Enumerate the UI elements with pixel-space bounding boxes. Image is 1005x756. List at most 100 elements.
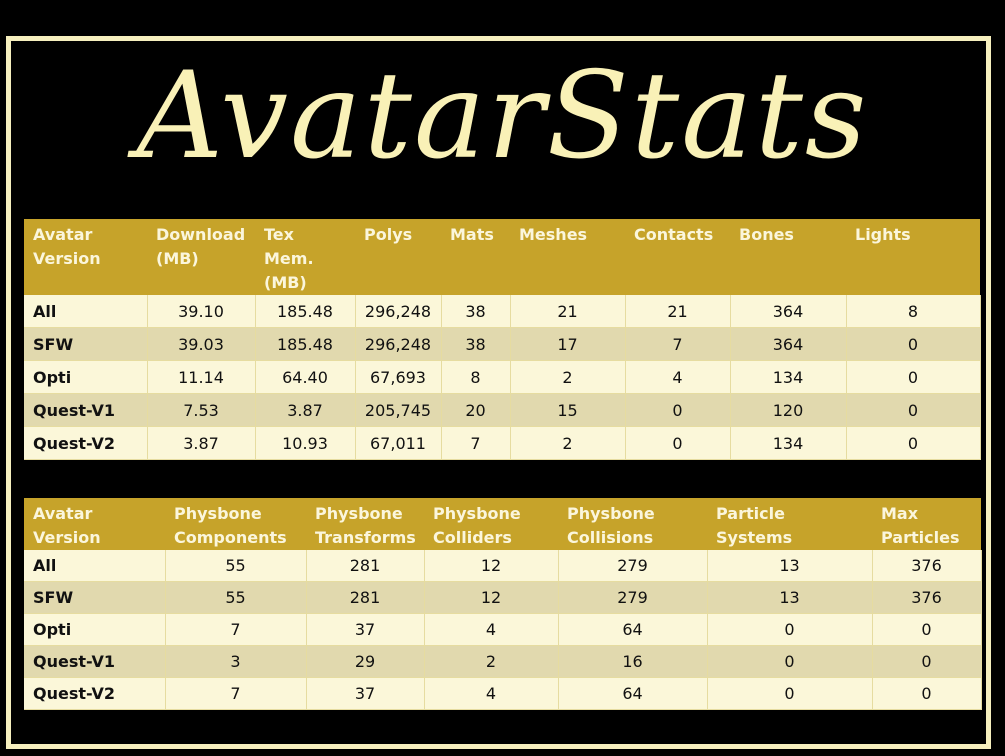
table-row: All 39.10 185.48 296,248 38 21 21 364 8 bbox=[24, 295, 981, 328]
table-cell: 364 bbox=[730, 327, 847, 361]
table-cell: 3.87 bbox=[255, 393, 356, 427]
table-cell: 279 bbox=[558, 550, 708, 582]
table-cell: 4 bbox=[625, 360, 731, 394]
column-header: Avatar Version bbox=[24, 498, 165, 550]
table-cell: 64.40 bbox=[255, 360, 356, 394]
column-header: Avatar Version bbox=[24, 219, 147, 295]
table-cell: 296,248 bbox=[355, 295, 442, 328]
table-cell: 0 bbox=[707, 677, 873, 710]
column-header: Physbone Collisions bbox=[558, 498, 707, 550]
table-cell: 7 bbox=[165, 613, 307, 646]
table-cell: 2 bbox=[424, 645, 559, 678]
table-cell: 67,693 bbox=[355, 360, 442, 394]
page-title: AvatarStats bbox=[136, 47, 869, 186]
table-cell: 8 bbox=[441, 360, 511, 394]
column-header: Meshes bbox=[510, 219, 625, 295]
table-row: Quest-V2 3.87 10.93 67,011 7 2 0 134 0 bbox=[24, 426, 981, 460]
row-label-cell: SFW bbox=[24, 327, 148, 361]
table-header-row: Avatar Version Download (MB) Tex Mem. (MB)… bbox=[24, 219, 980, 295]
row-label-cell: Quest-V1 bbox=[24, 393, 148, 427]
table-cell: 15 bbox=[510, 393, 626, 427]
table-cell: 364 bbox=[730, 295, 847, 328]
table-cell: 2 bbox=[510, 426, 626, 460]
row-label-cell: SFW bbox=[24, 581, 166, 614]
column-header: Particle Systems bbox=[707, 498, 872, 550]
column-header: Contacts bbox=[625, 219, 730, 295]
table-cell: 279 bbox=[558, 581, 708, 614]
column-header: Polys bbox=[355, 219, 441, 295]
table-cell: 0 bbox=[846, 426, 981, 460]
table-cell: 0 bbox=[707, 645, 873, 678]
table-cell: 0 bbox=[872, 677, 982, 710]
table-cell: 12 bbox=[424, 581, 559, 614]
table-cell: 4 bbox=[424, 677, 559, 710]
table-row: Quest-V1 3 29 2 16 0 0 bbox=[24, 645, 982, 678]
column-header: Lights bbox=[846, 219, 980, 295]
table-row: Quest-V2 7 37 4 64 0 0 bbox=[24, 677, 982, 710]
table-cell: 134 bbox=[730, 426, 847, 460]
table-cell: 64 bbox=[558, 613, 708, 646]
table-cell: 7 bbox=[625, 327, 731, 361]
row-label-cell: All bbox=[24, 295, 148, 328]
row-label-cell: Quest-V1 bbox=[24, 645, 166, 678]
table-cell: 7 bbox=[441, 426, 511, 460]
physbone-stats-table: Avatar Version Physbone Components Physbon… bbox=[24, 498, 982, 710]
table-row: Quest-V1 7.53 3.87 205,745 20 15 0 120 0 bbox=[24, 393, 981, 427]
table-cell: 16 bbox=[558, 645, 708, 678]
column-header: Download (MB) bbox=[147, 219, 255, 295]
table-cell: 0 bbox=[625, 426, 731, 460]
table-cell: 17 bbox=[510, 327, 626, 361]
table-cell: 21 bbox=[625, 295, 731, 328]
table-cell: 134 bbox=[730, 360, 847, 394]
table-cell: 0 bbox=[707, 613, 873, 646]
table-cell: 0 bbox=[872, 613, 982, 646]
table-cell: 0 bbox=[846, 327, 981, 361]
table-cell: 38 bbox=[441, 327, 511, 361]
table-row: SFW 39.03 185.48 296,248 38 17 7 364 0 bbox=[24, 327, 981, 361]
table-cell: 21 bbox=[510, 295, 626, 328]
table-cell: 4 bbox=[424, 613, 559, 646]
table-cell: 39.03 bbox=[147, 327, 256, 361]
table-cell: 7 bbox=[165, 677, 307, 710]
table-cell: 0 bbox=[872, 645, 982, 678]
table-cell: 37 bbox=[306, 677, 425, 710]
column-header: Physbone Transforms bbox=[306, 498, 424, 550]
table-cell: 67,011 bbox=[355, 426, 442, 460]
table-cell: 205,745 bbox=[355, 393, 442, 427]
row-label-cell: Opti bbox=[24, 360, 148, 394]
row-label-cell: Quest-V2 bbox=[24, 677, 166, 710]
column-header: Max Particles bbox=[872, 498, 981, 550]
table-cell: 185.48 bbox=[255, 295, 356, 328]
avatar-stats-table: Avatar Version Download (MB) Tex Mem. (MB)… bbox=[24, 219, 981, 460]
table-cell: 55 bbox=[165, 581, 307, 614]
table-cell: 3 bbox=[165, 645, 307, 678]
table-cell: 13 bbox=[707, 550, 873, 582]
column-header: Mats bbox=[441, 219, 510, 295]
table-cell: 185.48 bbox=[255, 327, 356, 361]
column-header: Physbone Components bbox=[165, 498, 306, 550]
table-cell: 64 bbox=[558, 677, 708, 710]
table-cell: 376 bbox=[872, 581, 982, 614]
table-cell: 11.14 bbox=[147, 360, 256, 394]
table-row: Opti 7 37 4 64 0 0 bbox=[24, 613, 982, 646]
column-header: Tex Mem. (MB) bbox=[255, 219, 355, 295]
table-cell: 12 bbox=[424, 550, 559, 582]
table-cell: 120 bbox=[730, 393, 847, 427]
table-cell: 3.87 bbox=[147, 426, 256, 460]
table-cell: 7.53 bbox=[147, 393, 256, 427]
table-row: Opti 11.14 64.40 67,693 8 2 4 134 0 bbox=[24, 360, 981, 394]
column-header: Bones bbox=[730, 219, 846, 295]
table-cell: 0 bbox=[846, 360, 981, 394]
table-cell: 39.10 bbox=[147, 295, 256, 328]
column-header: Physbone Colliders bbox=[424, 498, 558, 550]
table-cell: 8 bbox=[846, 295, 981, 328]
row-label-cell: Quest-V2 bbox=[24, 426, 148, 460]
table-cell: 281 bbox=[306, 550, 425, 582]
table-cell: 0 bbox=[625, 393, 731, 427]
table-cell: 2 bbox=[510, 360, 626, 394]
table-cell: 296,248 bbox=[355, 327, 442, 361]
table-cell: 13 bbox=[707, 581, 873, 614]
row-label-cell: Opti bbox=[24, 613, 166, 646]
table-cell: 20 bbox=[441, 393, 511, 427]
table-cell: 376 bbox=[872, 550, 982, 582]
